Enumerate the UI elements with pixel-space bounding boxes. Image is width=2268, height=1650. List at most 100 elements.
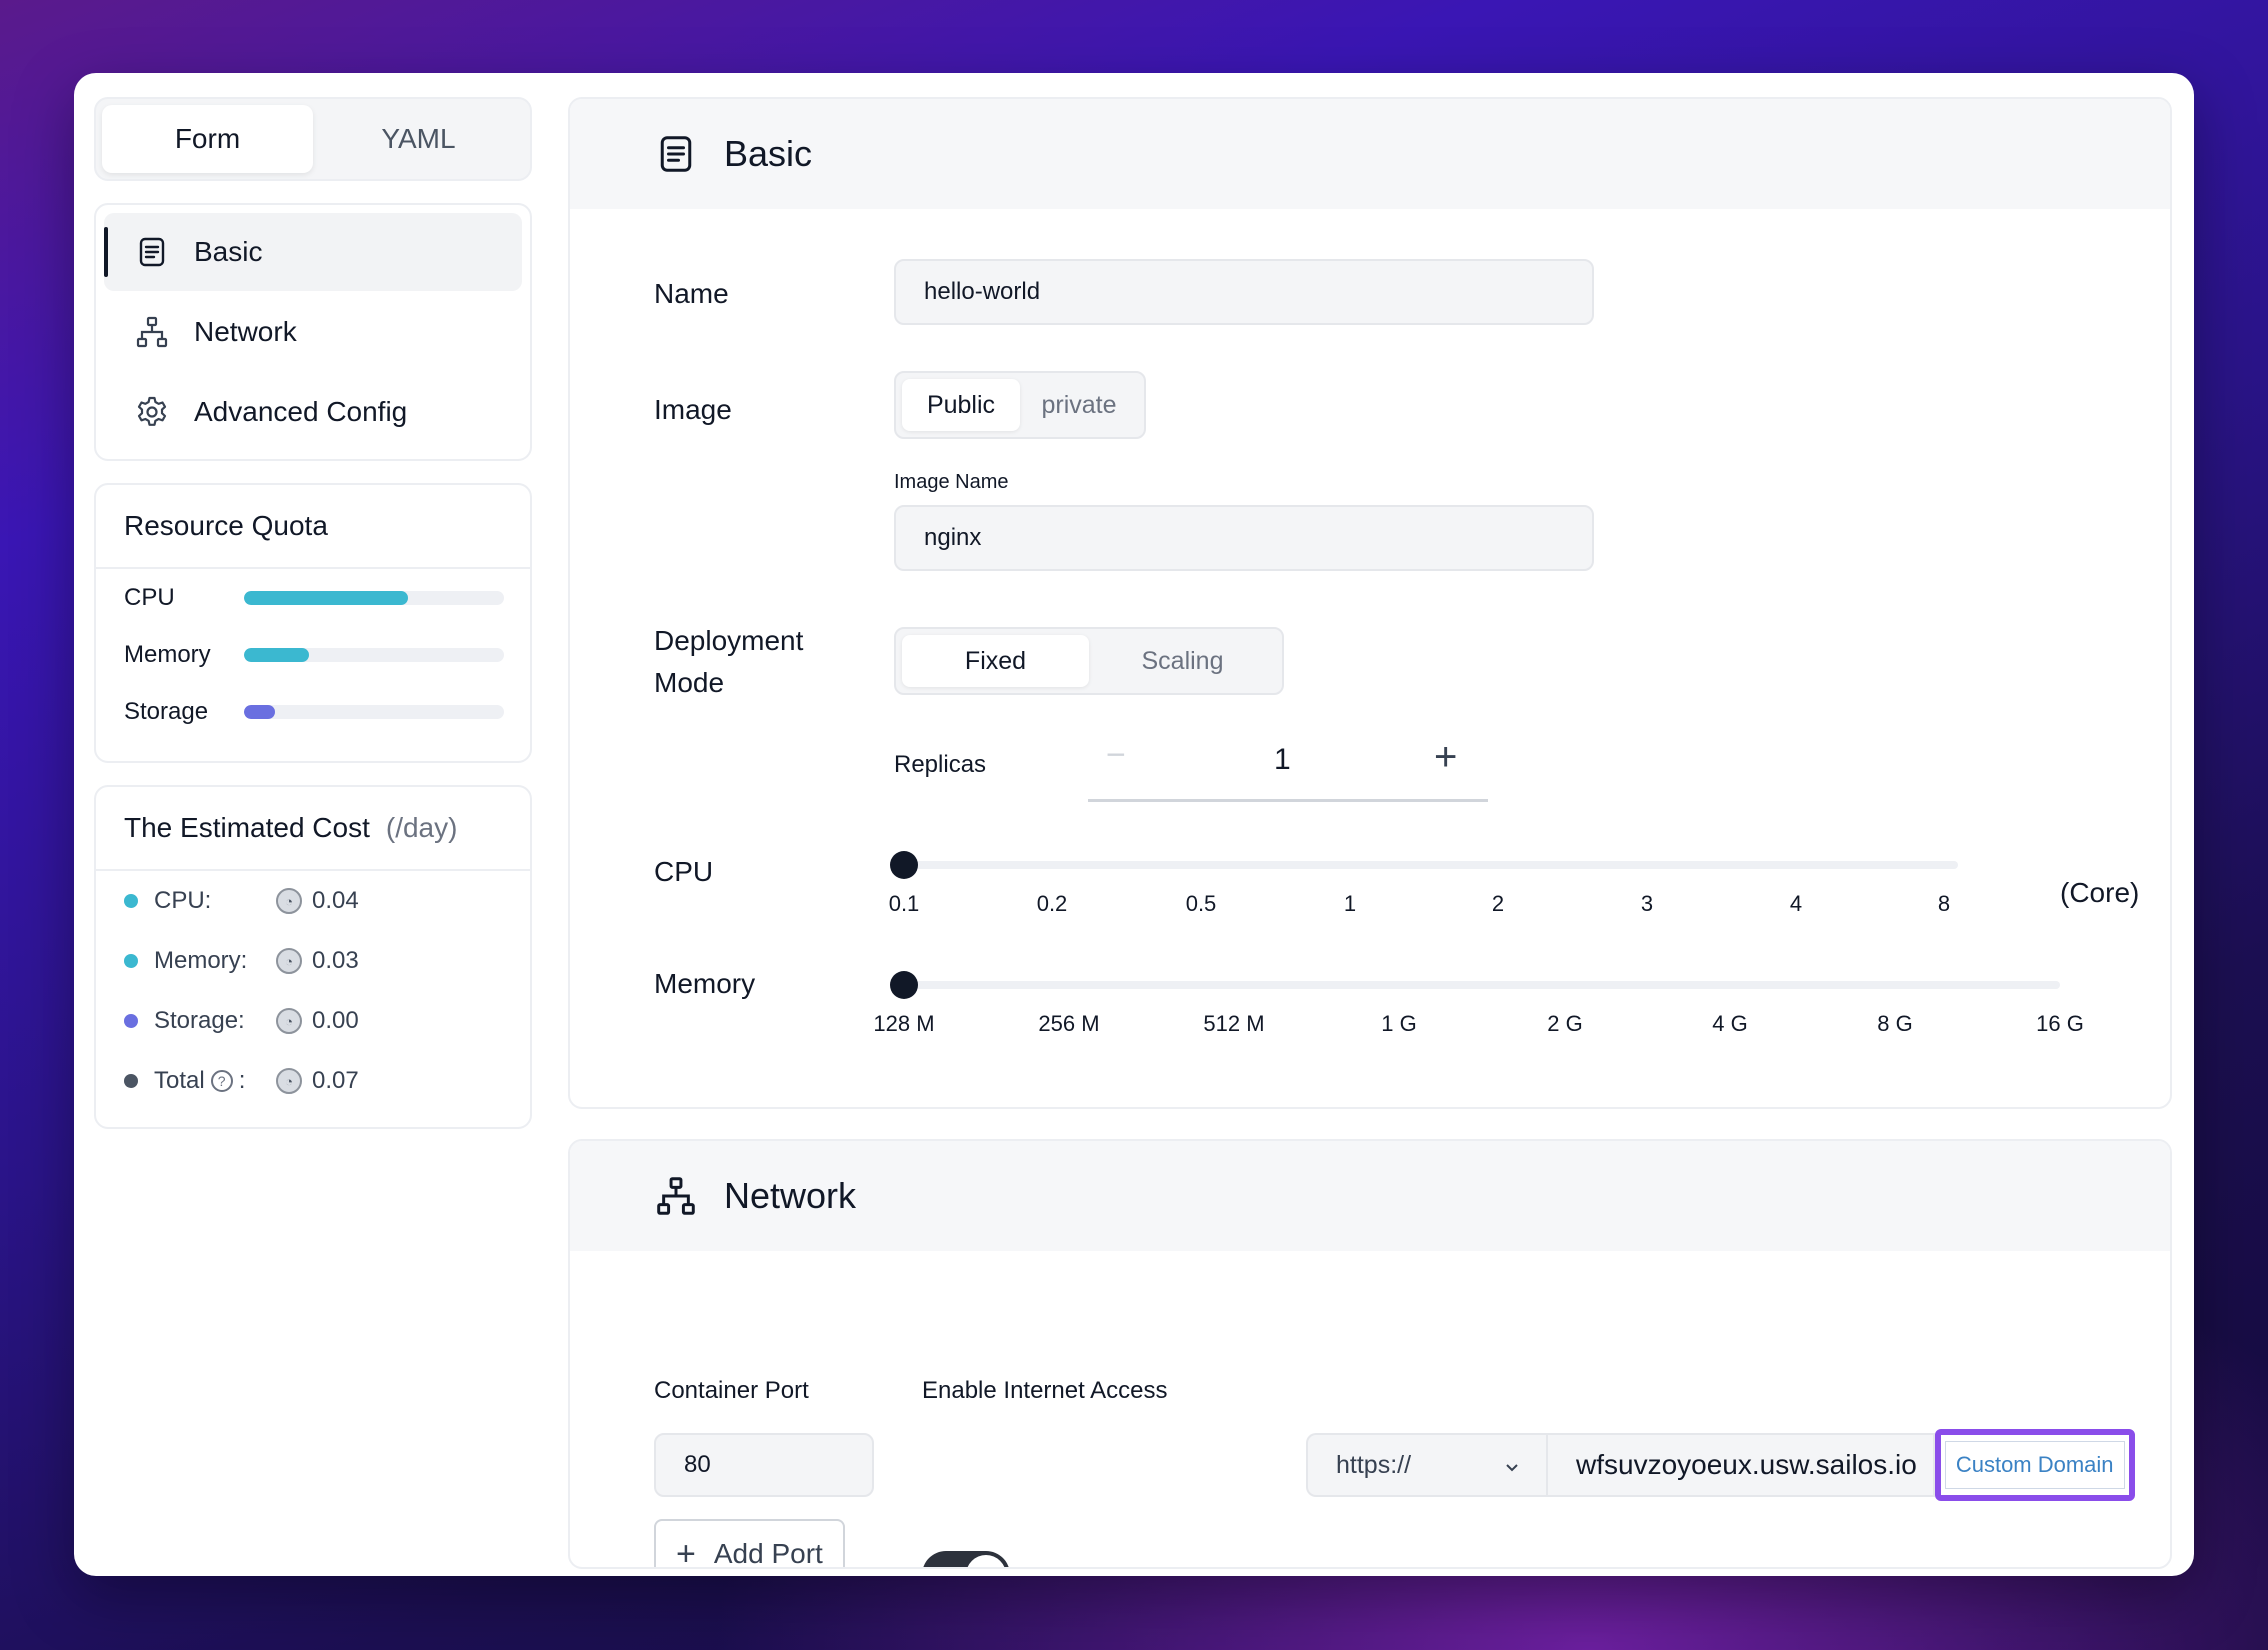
memory-slider-thumb[interactable] [890, 971, 918, 999]
nav-item-advanced-config[interactable]: Advanced Config [104, 373, 522, 451]
resource-quota-title: Resource Quota [96, 485, 530, 569]
cpu-slider-thumb[interactable] [890, 851, 918, 879]
help-icon[interactable]: ? [210, 1070, 233, 1092]
deployment-option-scaling[interactable]: Scaling [1141, 646, 1224, 675]
plus-icon: + [676, 1535, 696, 1569]
section-title: Network [724, 1175, 857, 1216]
protocol-select[interactable]: https:// [1306, 1433, 1546, 1497]
quota-label: CPU [124, 583, 175, 611]
cost-value: 0.04 [312, 887, 359, 914]
cpu-tick[interactable]: 2 [1491, 891, 1505, 916]
nav-item-label: Network [194, 316, 297, 347]
cpu-tick[interactable]: 0.1 [888, 891, 920, 916]
nav-item-label: Basic [194, 236, 263, 267]
quota-row-memory: Memory [96, 626, 530, 683]
nav-item-basic[interactable]: Basic [104, 213, 522, 291]
document-icon [654, 132, 698, 176]
protocol-value: https:// [1336, 1450, 1412, 1479]
cpu-slider-track[interactable] [904, 861, 1958, 869]
replicas-label: Replicas [894, 751, 987, 778]
deployment-mode-segmented: Fixed Scaling [894, 627, 1284, 695]
replicas-value[interactable]: 1 [1274, 743, 1291, 776]
cost-value: 0.00 [312, 1007, 359, 1034]
name-label: Name [654, 278, 729, 309]
cost-value: 0.03 [312, 947, 359, 974]
deployment-mode-label-line2: Mode [654, 667, 725, 698]
image-name-input[interactable]: nginx [894, 505, 1594, 571]
deployment-option-fixed[interactable]: Fixed [902, 635, 1089, 687]
cpu-unit: (Core) [2060, 877, 2140, 908]
image-option-private[interactable]: private [1041, 390, 1117, 419]
document-icon [134, 234, 170, 270]
resource-quota-card: Resource Quota CPU Memory Storage [94, 483, 532, 763]
add-port-label: Add Port [713, 1538, 823, 1569]
cpu-tick[interactable]: 0.2 [1036, 891, 1068, 916]
cost-title-unit: (/day) [385, 812, 458, 843]
basic-section: Basic Name hello-world Image Public priv… [568, 97, 2172, 1109]
memory-tick[interactable]: 256 M [1038, 1011, 1100, 1036]
quota-bar [244, 647, 504, 662]
network-section-header: Network [570, 1141, 2170, 1251]
cost-label: Storage: [154, 1007, 245, 1034]
quota-row-storage: Storage [96, 683, 530, 740]
cost-label-colon: : [238, 1067, 246, 1094]
cpu-tick[interactable]: 1 [1343, 891, 1357, 916]
tab-yaml[interactable]: YAML [381, 123, 456, 154]
replicas-minus-button[interactable]: − [1106, 736, 1126, 774]
cost-title-text: The Estimated Cost [124, 812, 370, 843]
tab-form[interactable]: Form [102, 105, 313, 173]
memory-tick[interactable]: 16 G [2036, 1011, 2084, 1036]
cpu-tick[interactable]: 4 [1789, 891, 1803, 916]
deployment-mode-label: Deployment Mode [654, 620, 803, 704]
internet-access-label: Enable Internet Access [922, 1377, 1168, 1404]
status-dot [124, 954, 138, 968]
section-title: Basic [724, 133, 813, 174]
quota-row-cpu: CPU [96, 569, 530, 626]
cost-label: Total [154, 1067, 205, 1094]
quota-fill [244, 647, 309, 662]
add-port-button[interactable]: + Add Port [654, 1519, 845, 1569]
cost-row-total: Total ? : ◔ 0.07 [96, 1051, 530, 1111]
container-port-input[interactable]: 80 [654, 1433, 874, 1497]
deployment-mode-label-line1: Deployment [654, 625, 804, 656]
chevron-down-icon [1504, 1451, 1520, 1480]
coin-icon: ◔ [276, 888, 302, 914]
coin-icon: ◔ [276, 1008, 302, 1034]
basic-section-header: Basic [570, 99, 2170, 209]
memory-tick[interactable]: 1 G [1381, 1011, 1417, 1036]
replicas-plus-button[interactable]: + [1434, 735, 1458, 779]
custom-domain-button[interactable]: Custom Domain [1944, 1441, 2125, 1489]
image-type-segmented: Public private [894, 371, 1146, 439]
image-option-public[interactable]: Public [902, 379, 1020, 431]
toggle-knob [966, 1555, 1006, 1567]
internet-access-toggle[interactable] [922, 1551, 1010, 1567]
memory-tick[interactable]: 128 M [873, 1011, 935, 1036]
memory-tick[interactable]: 2 G [1547, 1011, 1583, 1036]
cpu-tick[interactable]: 0.5 [1185, 891, 1217, 916]
coin-icon: ◔ [276, 1068, 302, 1094]
cpu-tick[interactable]: 8 [1937, 891, 1951, 916]
memory-tick[interactable]: 4 G [1712, 1011, 1748, 1036]
memory-slider-track[interactable] [904, 981, 2060, 989]
cost-label-total: Total ? : [154, 1067, 276, 1095]
quota-bar [244, 590, 504, 605]
network-section: Network Container Port 80 Enable Interne… [568, 1139, 2172, 1569]
domain-value: wfsuvzoyoeux.usw.sailos.io [1546, 1433, 1935, 1497]
status-dot [124, 1074, 138, 1088]
estimated-cost-card: The Estimated Cost (/day) CPU: ◔ 0.04 Me… [94, 785, 532, 1129]
name-input[interactable]: hello-world [894, 259, 1594, 325]
memory-tick[interactable]: 8 G [1877, 1011, 1913, 1036]
cost-row-memory: Memory: ◔ 0.03 [96, 931, 530, 991]
nav-item-label: Advanced Config [194, 396, 408, 427]
domain-group: https:// wfsuvzoyoeux.usw.sailos.io Cust… [1306, 1429, 2135, 1501]
custom-domain-highlight: Custom Domain [1934, 1429, 2135, 1501]
container-port-label: Container Port [654, 1377, 809, 1404]
quota-label: Storage [124, 697, 209, 725]
estimated-cost-title: The Estimated Cost (/day) [96, 787, 530, 871]
gear-icon [134, 394, 170, 430]
app-window: Form YAML Basic Network Advanced Config … [74, 73, 2194, 1576]
nav-item-network[interactable]: Network [104, 293, 522, 371]
cpu-label: CPU [654, 856, 714, 887]
cpu-tick[interactable]: 3 [1640, 891, 1654, 916]
memory-tick[interactable]: 512 M [1203, 1011, 1265, 1036]
